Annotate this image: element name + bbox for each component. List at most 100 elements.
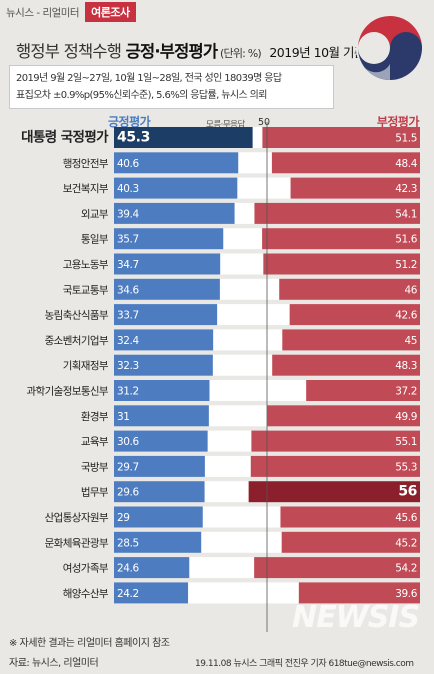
positive-value-label: 29.6 xyxy=(117,487,139,499)
positive-bar xyxy=(114,329,214,351)
positive-value-label: 29.7 xyxy=(117,461,139,473)
category-label: 여성가족부 xyxy=(63,563,109,575)
negative-bar xyxy=(262,127,420,148)
negative-value-label: 55.3 xyxy=(395,461,417,473)
negative-bar xyxy=(267,405,420,427)
positive-bar xyxy=(114,481,205,503)
negative-bar xyxy=(289,304,420,326)
footer-credit: 19.11.08 뉴시스 그래픽 전진우 기자 618tue@newsis.co… xyxy=(195,659,414,669)
title-date: 2019년 10월 기준 xyxy=(269,45,366,60)
positive-value-label: 34.6 xyxy=(117,284,139,296)
positive-value-label: 32.3 xyxy=(117,360,139,372)
positive-bar xyxy=(114,228,224,250)
negative-value-label: 45.2 xyxy=(395,537,417,549)
government-emblem-icon xyxy=(356,14,424,82)
category-label: 환경부 xyxy=(81,410,109,423)
negative-bar xyxy=(250,455,420,477)
negative-bar xyxy=(272,354,420,376)
positive-value-label: 32.4 xyxy=(117,335,139,347)
category-label: 문화체육관광부 xyxy=(45,537,109,549)
negative-value-label: 39.6 xyxy=(395,588,417,600)
positive-bar xyxy=(114,582,189,604)
positive-bar xyxy=(114,380,210,401)
negative-value-label: 45.6 xyxy=(395,512,417,524)
negative-value-label: 51.5 xyxy=(395,133,417,145)
legend-midline: 50 xyxy=(258,117,271,128)
negative-value-label: 48.4 xyxy=(395,158,417,170)
negative-bar xyxy=(280,506,420,528)
category-label: 국토교통부 xyxy=(63,284,109,296)
negative-bar xyxy=(263,253,420,275)
positive-bar xyxy=(114,430,208,452)
positive-value-label: 24.6 xyxy=(117,563,139,575)
negative-value-label: 48.3 xyxy=(395,360,417,372)
negative-bar xyxy=(251,430,420,452)
top-bar: 뉴시스 - 리얼미터 여론조사 xyxy=(0,0,136,24)
category-label: 교육부 xyxy=(81,436,109,448)
positive-bar xyxy=(114,253,221,275)
positive-value-label: 30.6 xyxy=(117,436,139,448)
positive-value-label: 33.7 xyxy=(117,310,139,322)
positive-bar xyxy=(114,557,190,579)
positive-value-label: 28.5 xyxy=(117,537,139,549)
positive-bar xyxy=(114,202,235,224)
survey-tag: 여론조사 xyxy=(85,2,136,22)
title-unit: (단위: %) xyxy=(217,47,262,60)
negative-bar xyxy=(306,380,420,401)
positive-bar xyxy=(114,152,239,174)
positive-bar xyxy=(114,127,253,148)
survey-line-2: 표집오차 ±0.9%p(95%신뢰수준), 5.6%의 응답률, 뉴시스 의뢰 xyxy=(16,90,267,101)
category-label: 행정안전부 xyxy=(63,158,109,170)
positive-bar xyxy=(114,278,220,300)
chart-title: 행정부 정책수행 긍정·부정평가 (단위: %) 2019년 10월 기준 xyxy=(16,38,366,62)
positive-bar xyxy=(114,506,203,528)
negative-value-label: 54.1 xyxy=(395,208,417,220)
positive-bar xyxy=(114,354,213,376)
positive-value-label: 31.2 xyxy=(117,386,139,398)
positive-bar xyxy=(114,405,209,427)
category-label: 법무부 xyxy=(81,487,109,499)
negative-value-label: 55.1 xyxy=(395,436,417,448)
positive-value-label: 40.6 xyxy=(117,158,139,170)
legend-negative: 부정평가 xyxy=(376,115,420,129)
negative-bar xyxy=(290,177,420,199)
category-label: 고용노동부 xyxy=(63,259,109,271)
watermark: NEWSIS xyxy=(292,600,420,635)
category-label: 국방부 xyxy=(81,461,109,473)
negative-bar xyxy=(298,582,420,604)
category-label: 해양수산부 xyxy=(63,587,109,600)
positive-value-label: 29 xyxy=(117,512,130,524)
negative-bar xyxy=(254,557,420,579)
title-bold: 긍정·부정평가 xyxy=(125,42,219,61)
title-main: 행정부 정책수행 xyxy=(16,42,126,61)
legend-no-answer: 모름·무응답 xyxy=(206,120,245,130)
category-label: 통일부 xyxy=(81,233,109,246)
negative-value-label: 46 xyxy=(404,284,417,296)
positive-bar xyxy=(114,531,202,553)
category-label: 농림축산식품부 xyxy=(45,310,109,322)
negative-bar xyxy=(254,202,420,224)
positive-value-label: 45.3 xyxy=(117,130,150,146)
negative-bar xyxy=(248,481,420,503)
category-label: 중소벤처기업부 xyxy=(45,334,109,347)
positive-value-label: 24.2 xyxy=(117,588,139,600)
negative-bar xyxy=(279,278,420,300)
negative-value-label: 49.9 xyxy=(395,411,417,423)
positive-value-label: 40.3 xyxy=(117,183,139,195)
positive-value-label: 35.7 xyxy=(117,234,139,246)
negative-bar xyxy=(282,329,420,351)
negative-value-label: 56 xyxy=(398,484,417,500)
negative-bar xyxy=(281,531,420,553)
negative-bar xyxy=(271,152,420,174)
negative-value-label: 54.2 xyxy=(395,563,417,575)
positive-value-label: 39.4 xyxy=(117,208,139,220)
positive-bar xyxy=(114,304,218,326)
negative-bar xyxy=(262,228,420,250)
category-label: 보건복지부 xyxy=(63,183,109,195)
positive-value-label: 34.7 xyxy=(117,259,139,271)
category-label: 대통령 국정평가 xyxy=(21,129,109,146)
category-label: 외교부 xyxy=(81,208,109,220)
category-label: 과학기술정보통신부 xyxy=(26,386,108,398)
negative-value-label: 51.2 xyxy=(395,259,417,271)
